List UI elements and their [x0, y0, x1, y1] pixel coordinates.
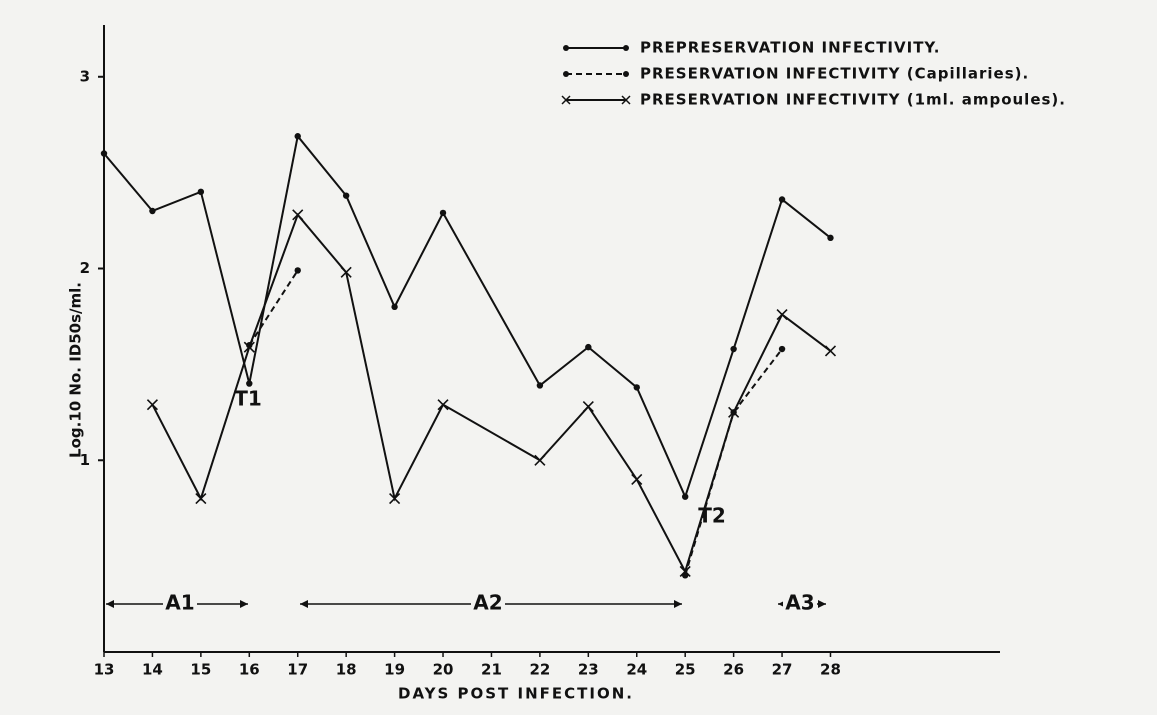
arrow-head: [240, 600, 248, 608]
annotation-bg: [471, 592, 505, 616]
x-tick-label: 17: [287, 661, 308, 679]
marker-dot: [730, 345, 737, 353]
legend-marker: [621, 95, 631, 105]
x-tick-label: 23: [578, 661, 599, 679]
marker-dot: [827, 234, 834, 242]
x-tick-label: 21: [481, 661, 502, 679]
marker-x: [534, 454, 546, 466]
arrow-head: [818, 600, 826, 608]
legend-marker: [623, 45, 629, 51]
x-tick-label: 24: [626, 661, 647, 679]
marker-x: [195, 493, 207, 505]
y-tick-label: 2: [80, 259, 90, 277]
y-axis-label: Log.10 No. ID50s/ml.: [67, 282, 85, 458]
series-line: [151, 212, 832, 575]
marker-dot: [294, 133, 301, 140]
marker-x: [679, 565, 691, 578]
y-tick-label: 3: [80, 67, 90, 85]
marker-dot: [585, 343, 592, 351]
x-tick-label: 27: [772, 661, 793, 679]
marker-x: [340, 266, 352, 278]
annotation: T1: [234, 387, 262, 411]
legend-label: PREPRESERVATION INFECTIVITY.: [640, 39, 941, 57]
legend-label: PRESERVATION INFECTIVITY (Capillaries).: [640, 65, 1029, 83]
marker-dot: [246, 380, 253, 387]
x-tick-label: 18: [336, 661, 357, 679]
series-line: [103, 133, 832, 500]
legend-marker: [563, 71, 569, 77]
legend-label: PRESERVATION INFECTIVITY (1ml. ampoules)…: [640, 91, 1066, 109]
x-tick-label: 26: [723, 661, 744, 679]
marker-dot: [439, 209, 447, 217]
marker-dot: [681, 493, 689, 500]
marker-dot: [342, 192, 350, 199]
annotation-bg: [783, 592, 817, 616]
marker-x: [728, 406, 740, 418]
x-tick-label: 14: [142, 661, 163, 679]
marker-dot: [778, 196, 786, 203]
marker-x: [243, 341, 255, 353]
marker-x: [389, 493, 401, 505]
x-tick-label: 13: [94, 661, 115, 679]
marker-x: [437, 399, 449, 411]
x-tick-label: 28: [820, 661, 841, 679]
x-tick-label: 19: [384, 661, 405, 679]
marker-dot: [633, 384, 640, 391]
x-tick-label: 22: [529, 661, 550, 679]
y-tick-label: 1: [80, 451, 90, 469]
annotation: A3: [785, 591, 814, 615]
arrow-head: [300, 600, 308, 608]
x-tick-label: 20: [433, 661, 454, 679]
marker-x: [776, 308, 788, 321]
x-tick-label: 25: [675, 661, 696, 679]
series-line: [248, 269, 783, 576]
marker-x: [292, 209, 304, 221]
marker-dot: [100, 150, 108, 157]
annotation-bg: [163, 592, 197, 616]
arrow-head: [674, 600, 682, 608]
legend-marker: [563, 45, 569, 51]
marker-dot: [294, 267, 301, 274]
annotation: T2: [698, 504, 726, 528]
marker-dot: [149, 207, 156, 215]
annotation: A2: [473, 591, 502, 615]
x-tick-label: 16: [239, 661, 260, 679]
marker-dot: [536, 382, 544, 389]
marker-dot: [391, 303, 398, 311]
marker-x: [582, 401, 594, 413]
arrow-head: [106, 600, 114, 608]
legend-marker: [623, 71, 629, 77]
marker-dot: [778, 345, 786, 353]
annotation: A1: [165, 591, 194, 615]
legend-marker: [561, 95, 571, 105]
x-axis-label: DAYS POST INFECTION.: [398, 685, 634, 703]
x-tick-label: 15: [190, 661, 211, 679]
marker-dot: [197, 188, 205, 196]
marker-x: [631, 473, 643, 485]
marker-x: [146, 399, 158, 411]
marker-x: [824, 345, 837, 357]
